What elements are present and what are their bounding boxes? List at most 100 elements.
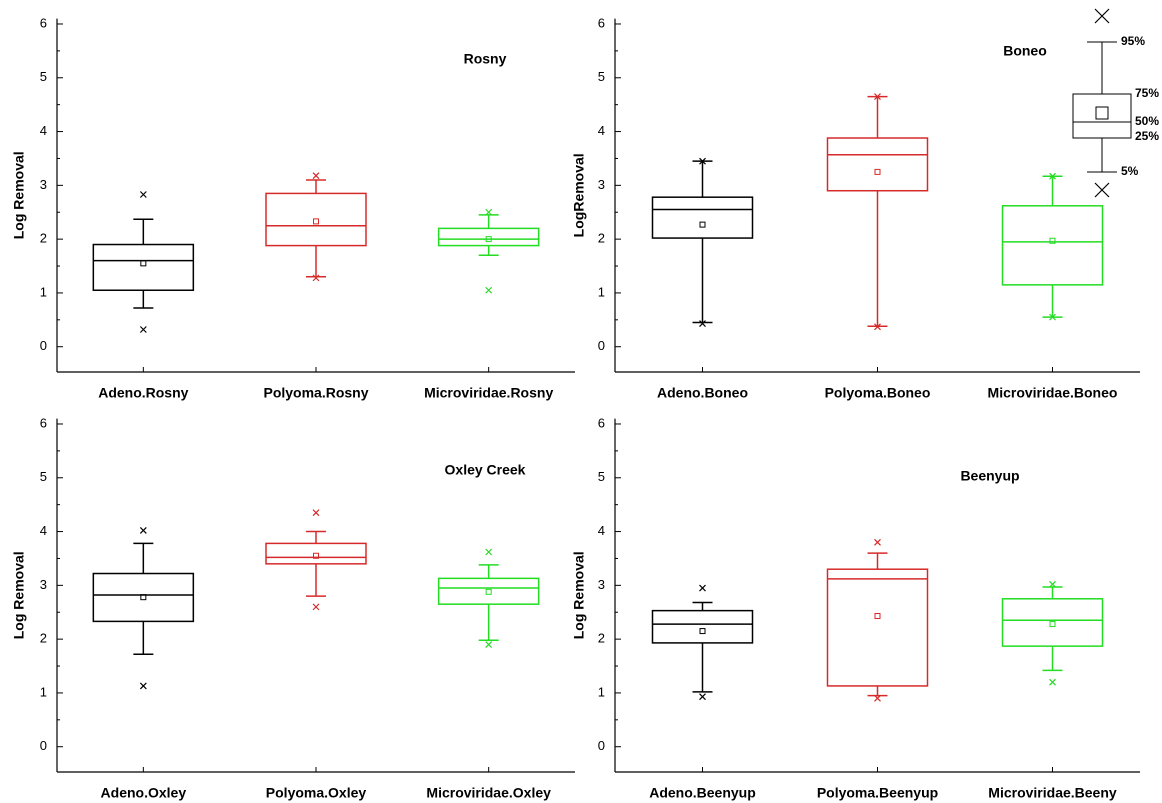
mean: [699, 628, 706, 635]
box: [92, 243, 195, 291]
x-tick-label: Polyoma.Boneo: [825, 385, 931, 401]
y-tick-label: 4: [598, 523, 605, 538]
y-axis-label: Log Removal: [11, 551, 27, 639]
outlier: [699, 584, 706, 592]
mean: [140, 260, 147, 267]
box: [437, 227, 540, 247]
box-key: 95% 75% 50%25% 5%: [1072, 8, 1159, 198]
y-tick-label: 4: [598, 123, 605, 138]
panel-title: Beenyup: [960, 468, 1019, 484]
y-tick-label: 4: [40, 523, 47, 538]
outlier: [1049, 172, 1056, 180]
y-tick-label: 6: [598, 15, 605, 30]
x-tick-label: Microviridae.Boneo: [988, 385, 1118, 401]
box: [437, 577, 540, 605]
mean: [699, 221, 706, 228]
y-tick-label: 2: [598, 231, 605, 246]
mean: [874, 168, 881, 175]
mean: [485, 588, 492, 595]
mean: [313, 218, 319, 225]
box: [265, 542, 367, 565]
box: [265, 192, 367, 247]
mean: [874, 613, 881, 620]
mean: [485, 236, 492, 243]
outlier: [699, 320, 706, 328]
x-tick-label: Adeno.Rosny: [98, 385, 188, 401]
y-tick-label: 5: [598, 469, 605, 484]
y-tick-label: 0: [598, 338, 605, 353]
y-axis-label: Log Removal: [571, 551, 587, 639]
outlier: [139, 527, 147, 534]
box: [826, 568, 929, 687]
x-tick-label: Microviridae.Rosny: [424, 385, 553, 401]
box-group: [826, 93, 929, 331]
outlier: [139, 326, 147, 333]
outlier: [139, 191, 147, 198]
x-tick-label: Adeno.Beenyup: [649, 785, 756, 801]
box-group: [92, 527, 195, 690]
outlier: [312, 603, 320, 611]
outlier: [485, 548, 493, 556]
box-group: [1001, 172, 1104, 321]
outlier: [1094, 8, 1110, 24]
box: [651, 196, 754, 239]
y-tick-label: 6: [40, 415, 47, 430]
y-tick-label: 0: [598, 738, 605, 753]
panel: Beenyup Log Removal Adeno.Beenyup Polyoma.B…: [571, 415, 1140, 801]
outlier: [1049, 580, 1056, 588]
box-group: [1001, 580, 1104, 686]
box: [92, 572, 195, 623]
x-tick-label: Polyoma.Oxley: [266, 785, 367, 801]
x-tick-label: Adeno.Oxley: [101, 785, 187, 801]
key-label: 25%: [1135, 129, 1159, 143]
outlier: [1094, 182, 1110, 198]
outlier: [1049, 313, 1056, 321]
x-tick-label: Adeno.Boneo: [657, 385, 748, 401]
y-tick-label: 2: [40, 631, 47, 646]
y-axis-label: Log Removal: [11, 151, 27, 239]
outlier: [1049, 678, 1056, 686]
mean: [1049, 237, 1056, 244]
panel: Boneo LogRemoval Adeno.Boneo Polyoma.Boneo M…: [571, 8, 1159, 401]
y-tick-label: 1: [598, 684, 605, 699]
box: [826, 137, 929, 192]
y-tick-label: 1: [40, 684, 47, 699]
outlier: [874, 538, 881, 546]
box-group: [651, 584, 754, 701]
key-mean: [1095, 106, 1109, 120]
x-tick-label: Microviridae.Beeny: [988, 785, 1117, 801]
y-axis-label: LogRemoval: [571, 153, 587, 237]
y-tick-label: 3: [598, 577, 605, 592]
outlier: [699, 693, 706, 701]
outlier: [312, 274, 320, 282]
outlier: [874, 93, 881, 101]
y-tick-label: 4: [40, 123, 47, 138]
key-label: 50%: [1135, 114, 1159, 128]
box-group: [651, 157, 754, 328]
y-tick-label: 1: [598, 284, 605, 299]
box: [1001, 205, 1104, 286]
key-label: 95%: [1121, 34, 1145, 48]
box: [1001, 598, 1104, 647]
y-tick-label: 1: [40, 284, 47, 299]
panel-title: Rosny: [464, 51, 507, 67]
box-group: [826, 538, 929, 702]
box-group: [437, 548, 540, 648]
box-group: [265, 509, 367, 611]
box: [651, 609, 754, 644]
y-tick-label: 3: [40, 577, 47, 592]
outlier: [874, 694, 881, 702]
outlier: [485, 208, 493, 216]
key-box: [1072, 93, 1132, 139]
outlier: [699, 157, 706, 165]
mean: [140, 594, 147, 601]
panel: Oxley Creek Log Removal Adeno.Oxley Polyoma…: [11, 415, 575, 801]
y-tick-label: 5: [40, 69, 47, 84]
y-tick-label: 6: [598, 415, 605, 430]
mean: [313, 552, 319, 559]
x-tick-label: Polyoma.Beenyup: [817, 785, 938, 801]
outlier: [874, 323, 881, 331]
y-tick-label: 2: [598, 631, 605, 646]
y-tick-label: 5: [598, 69, 605, 84]
box-group: [437, 208, 540, 294]
